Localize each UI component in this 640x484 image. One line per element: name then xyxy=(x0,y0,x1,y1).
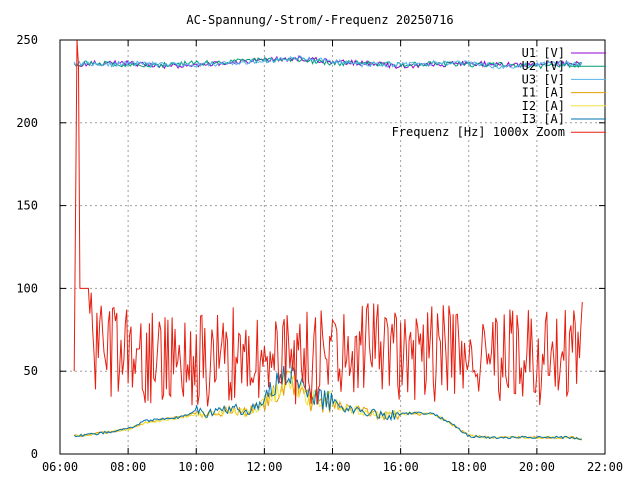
series-line xyxy=(73,55,583,70)
legend-label: U1 [V] xyxy=(522,46,565,60)
x-tick-label: 08:00 xyxy=(110,460,146,474)
legend-label: I3 [A] xyxy=(522,112,565,126)
x-tick-label: 12:00 xyxy=(246,460,282,474)
y-tick-label: 250 xyxy=(16,33,38,47)
x-tick-label: 06:00 xyxy=(42,460,78,474)
x-tick-label: 20:00 xyxy=(519,460,555,474)
x-tick-label: 10:00 xyxy=(178,460,214,474)
legend-label: I2 [A] xyxy=(522,99,565,113)
x-tick-label: 14:00 xyxy=(314,460,350,474)
x-tick-label: 18:00 xyxy=(451,460,487,474)
y-tick-label: 50 xyxy=(24,364,38,378)
y-tick-label: 200 xyxy=(16,116,38,130)
legend-label: Frequenz [Hz] 1000x Zoom xyxy=(392,125,565,139)
series-line xyxy=(73,39,583,407)
legend-label: U2 [V] xyxy=(522,59,565,73)
series-line xyxy=(73,56,582,70)
plot-frame xyxy=(59,39,606,455)
x-tick-label: 16:00 xyxy=(383,460,419,474)
y-tick-label: 0 xyxy=(31,447,38,461)
y-tick-label: 100 xyxy=(16,281,38,295)
legend-label: U3 [V] xyxy=(522,72,565,86)
x-tick-label: 22:00 xyxy=(587,460,623,474)
chart-title: AC-Spannung/-Strom/-Frequenz 20250716 xyxy=(186,13,453,27)
legend-label: I1 [A] xyxy=(522,86,565,100)
y-tick-label: 150 xyxy=(16,199,38,213)
series-line xyxy=(73,364,582,440)
